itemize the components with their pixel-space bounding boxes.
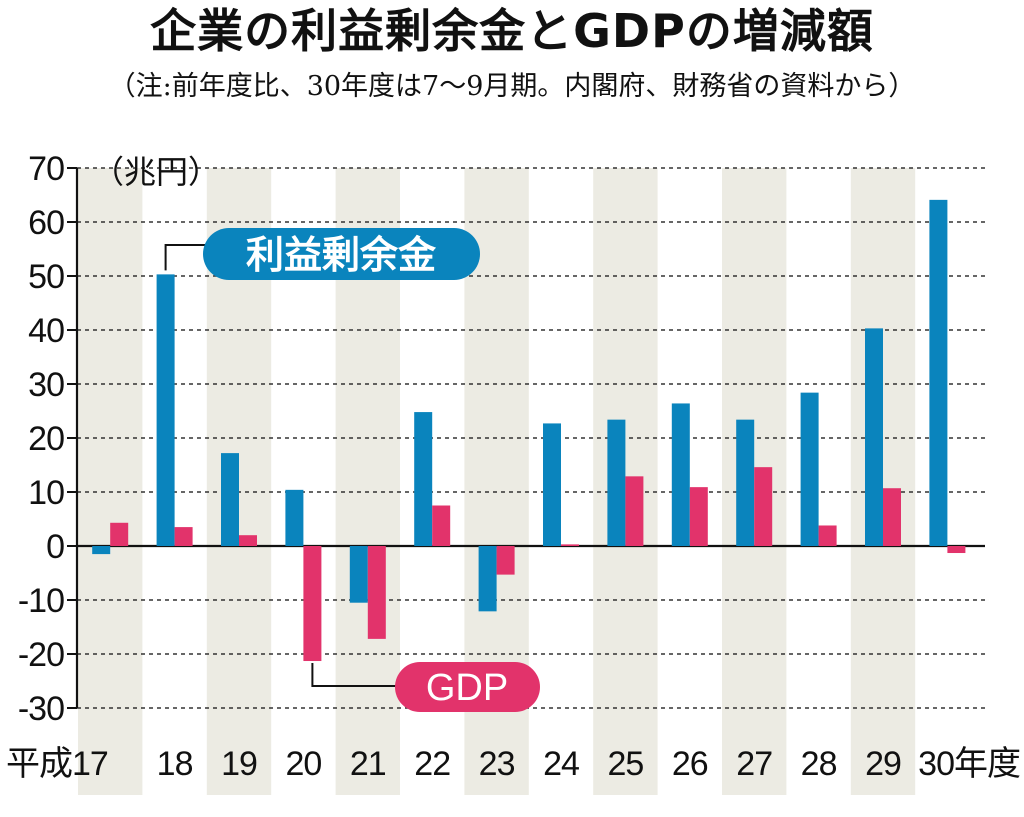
bar-gdp xyxy=(689,487,708,546)
x-tick-label: 26 xyxy=(672,745,708,783)
x-tick-label: 23 xyxy=(479,745,515,783)
callout-leader-line xyxy=(164,244,210,271)
x-tick-label: 21 xyxy=(350,745,386,783)
bar-retained-earnings xyxy=(285,489,304,546)
x-tick-label: 27 xyxy=(736,745,772,783)
bar-gdp xyxy=(496,546,515,575)
column-stripe xyxy=(78,168,143,795)
bar-gdp xyxy=(303,546,322,662)
y-tick-label: 0 xyxy=(46,528,64,566)
bar-retained-earnings xyxy=(736,419,755,546)
y-tick-label: 30 xyxy=(28,366,64,404)
bar-retained-earnings xyxy=(156,274,175,546)
bar-retained-earnings xyxy=(800,392,819,546)
x-tick-label: 19 xyxy=(221,745,257,783)
y-tick-label: -10 xyxy=(18,582,64,620)
y-tick-label: 20 xyxy=(28,420,64,458)
bar-gdp xyxy=(947,546,966,554)
bar-retained-earnings xyxy=(221,453,239,546)
x-tick-label: 25 xyxy=(607,745,643,783)
y-tick-label: 50 xyxy=(28,258,64,296)
callout-leader-line xyxy=(311,663,400,687)
bar-gdp xyxy=(432,505,451,546)
bar-gdp xyxy=(561,544,579,546)
x-tick-label: 平成17 xyxy=(6,745,108,783)
bar-retained-earnings xyxy=(349,546,368,603)
y-tick-label: 10 xyxy=(28,474,64,512)
chart-title: 企業の利益剰余金とGDPの増減額 xyxy=(150,4,874,58)
y-tick-label: 70 xyxy=(28,150,64,188)
x-tick-label: 28 xyxy=(801,745,837,783)
bar-retained-earnings xyxy=(671,403,690,546)
y-tick-label: 40 xyxy=(28,312,64,350)
y-tick-label: -30 xyxy=(18,690,64,728)
callout-label-gdp: GDP xyxy=(426,667,508,709)
bar-retained-earnings xyxy=(929,199,948,547)
x-tick-label: 20 xyxy=(285,745,321,783)
chart-subtitle: （注:前年度比、30年度は7〜9月期。内閣府、財務省の資料から） xyxy=(108,71,916,102)
bar-retained-earnings xyxy=(607,419,626,546)
bar-retained-earnings xyxy=(414,412,433,546)
bar-gdp xyxy=(625,476,644,546)
bar-retained-earnings xyxy=(543,423,561,546)
bar-gdp xyxy=(367,546,386,639)
x-tick-label: 18 xyxy=(157,745,193,783)
x-tick-label: 22 xyxy=(414,745,450,783)
bar-retained-earnings xyxy=(865,328,883,546)
bar-gdp xyxy=(818,525,837,546)
bar-retained-earnings xyxy=(92,546,111,555)
x-tick-label: 29 xyxy=(865,745,901,783)
bar-gdp xyxy=(110,522,129,546)
bar-gdp xyxy=(239,535,257,546)
callout-badge-gdp xyxy=(395,662,540,712)
y-tick-label: 60 xyxy=(28,204,64,242)
y-tick-label: -20 xyxy=(18,636,64,674)
y-axis-unit-label: （兆円） xyxy=(92,154,220,190)
x-tick-label: 24 xyxy=(543,745,579,783)
bar-gdp xyxy=(883,488,901,546)
bar-gdp xyxy=(174,527,193,546)
callout-badge-retained-earnings xyxy=(203,228,480,280)
bar-gdp xyxy=(754,467,773,546)
callout-label-retained-earnings: 利益剰余金 xyxy=(246,234,437,277)
bar-retained-earnings xyxy=(478,546,497,612)
x-tick-label: 30年度 xyxy=(918,745,1020,783)
